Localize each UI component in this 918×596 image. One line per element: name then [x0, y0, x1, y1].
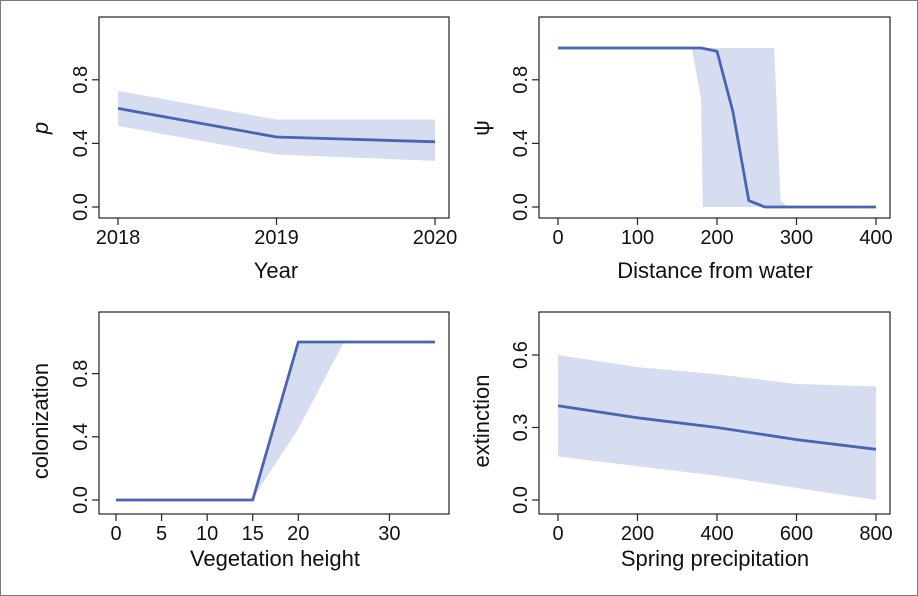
panel-p-vs-year: Year p 2018 2019 2020 0.0 0.4 0.8 [28, 16, 458, 283]
panel-extinction-vs-precipitation-xtick-label: 800 [859, 523, 892, 545]
panel-psi-vs-distance-ytick-label: 0.4 [510, 129, 532, 157]
panel-psi-vs-distance-ylabel: ψ [469, 120, 494, 136]
panel-psi-vs-distance-xtick-label: 0 [552, 227, 563, 249]
panel-psi-vs-distance-series-line [558, 46, 876, 209]
panel-p-vs-year-xtick-label: 2020 [413, 227, 458, 249]
panel-p-vs-year-confidence-band [118, 90, 435, 161]
panel-psi-vs-distance: Distance from water ψ 0 100 200 300 400 0.0 0.… [469, 16, 893, 283]
panel-colonization-vs-vegetation-ytick-label: 0.8 [70, 360, 92, 388]
panel-colonization-vs-vegetation-xlabel: Vegetation height [190, 546, 360, 571]
panel-p-vs-year-ytick-label: 0.4 [70, 129, 92, 157]
panel-colonization-vs-vegetation: Vegetation height colonization 0 5 10 15 20 3… [28, 311, 450, 571]
panel-extinction-vs-precipitation-xtick-label: 200 [621, 523, 654, 545]
panel-colonization-vs-vegetation-xtick-label: 20 [287, 523, 309, 545]
panel-extinction-vs-precipitation-ytick-label: 0.0 [510, 486, 532, 514]
panel-psi-vs-distance-xtick-label: 300 [780, 227, 813, 249]
panel-extinction-vs-precipitation-xtick-label: 0 [552, 523, 563, 545]
panel-colonization-vs-vegetation-xtick-label: 15 [242, 523, 264, 545]
panel-p-vs-year-series-line [117, 107, 436, 144]
panel-p-vs-year-xlabel: Year [254, 258, 298, 283]
panel-extinction-vs-precipitation: Spring precipitation extinction 0 200 400 6… [469, 311, 893, 571]
panel-colonization-vs-vegetation-confidence-band [252, 342, 344, 500]
panel-colonization-vs-vegetation-xtick-label: 30 [378, 523, 400, 545]
panel-colonization-vs-vegetation-ytick-label: 0.0 [70, 486, 92, 514]
panel-psi-vs-distance-plot-box [538, 16, 891, 219]
panel-psi-vs-distance-ytick-label: 0.8 [510, 66, 532, 94]
panel-psi-vs-distance-xtick-label: 200 [700, 227, 733, 249]
panel-extinction-vs-precipitation-plot-box [538, 311, 891, 515]
panel-extinction-vs-precipitation-ylabel: extinction [469, 375, 494, 468]
panel-p-vs-year-ylabel: p [28, 122, 53, 135]
panel-colonization-vs-vegetation-plot-box [98, 311, 450, 515]
panel-p-vs-year-ytick-label: 0.0 [70, 193, 92, 221]
panel-p-vs-year-plot-box [98, 16, 450, 219]
panel-p-vs-year-ytick-label: 0.8 [70, 66, 92, 94]
panel-extinction-vs-precipitation-ytick-label: 0.6 [510, 341, 532, 369]
panel-psi-vs-distance-confidence-band [691, 48, 789, 207]
panel-psi-vs-distance-ytick-label: 0.0 [510, 193, 532, 221]
panel-psi-vs-distance-xtick-label: 100 [621, 227, 654, 249]
panel-extinction-vs-precipitation-xtick-label: 400 [700, 523, 733, 545]
panel-colonization-vs-vegetation-ylabel: colonization [28, 363, 53, 479]
panel-extinction-vs-precipitation-xlabel: Spring precipitation [621, 546, 809, 571]
panel-colonization-vs-vegetation-xtick-label: 10 [196, 523, 218, 545]
panel-colonization-vs-vegetation-ytick-label: 0.4 [70, 423, 92, 451]
panel-p-vs-year-xtick-label: 2019 [254, 227, 299, 249]
panel-p-vs-year-xtick-label: 2018 [96, 227, 141, 249]
panel-colonization-vs-vegetation-series-line [116, 340, 435, 502]
panel-extinction-vs-precipitation-xtick-label: 600 [780, 523, 813, 545]
panel-extinction-vs-precipitation-ytick-label: 0.3 [510, 414, 532, 442]
panel-psi-vs-distance-xtick-label: 400 [859, 227, 892, 249]
panel-colonization-vs-vegetation-xtick-label: 0 [110, 523, 121, 545]
panel-colonization-vs-vegetation-xtick-label: 5 [156, 523, 167, 545]
panel-psi-vs-distance-xlabel: Distance from water [617, 258, 813, 283]
panel-extinction-vs-precipitation-series-line [557, 404, 877, 451]
